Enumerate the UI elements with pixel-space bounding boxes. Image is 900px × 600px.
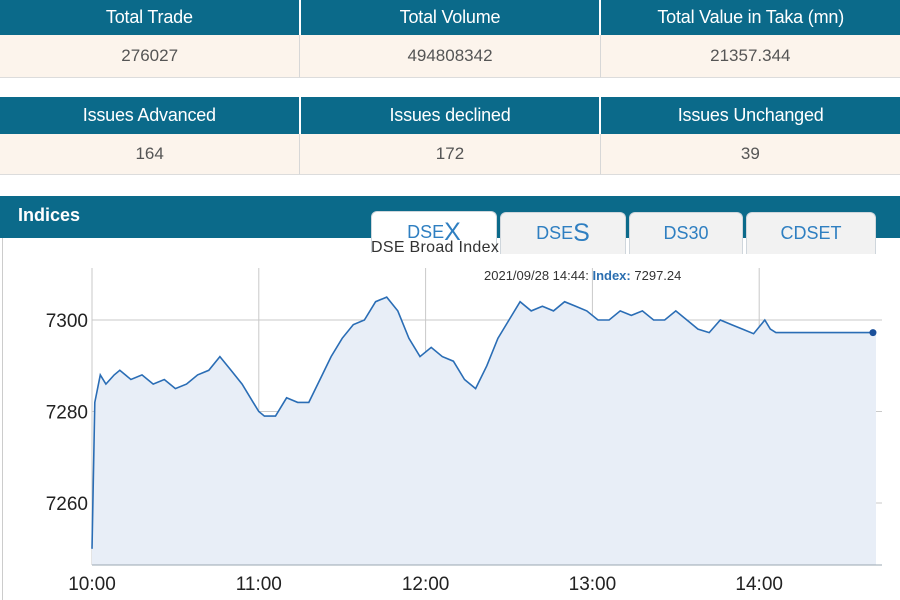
- tab-cdset[interactable]: CDSET: [746, 212, 876, 254]
- series-area: [92, 297, 876, 565]
- summary-table: Total Trade Total Volume Total Value in …: [0, 0, 900, 78]
- header-issues-declined: Issues declined: [300, 97, 602, 134]
- value-issues-declined: 172: [300, 134, 601, 175]
- value-total-value: 21357.344: [600, 35, 900, 78]
- tab-ds30-label: DS30: [663, 223, 709, 243]
- chart-frame: [2, 238, 885, 600]
- chart-title: DSE Broad Index: [371, 239, 500, 256]
- header-total-volume: Total Volume: [300, 0, 602, 35]
- tab-dses-letter: S: [573, 219, 590, 247]
- x-tick-label: 12:00: [402, 574, 450, 595]
- issues-table: Issues Advanced Issues declined Issues U…: [0, 97, 900, 175]
- tab-cdset-label: CDSET: [780, 223, 842, 243]
- series-line: [91, 296, 876, 549]
- tooltip-time: 2021/09/28 14:44:: [484, 268, 589, 283]
- indices-title: Indices: [18, 205, 81, 225]
- header-total-trade: Total Trade: [0, 0, 301, 35]
- tab-dses-label: DSE: [536, 223, 574, 243]
- tab-ds30[interactable]: DS30: [629, 212, 743, 254]
- chart-tooltip: 2021/09/28 14:44: Index: 7297.24: [484, 268, 681, 283]
- value-total-volume: 494808342: [300, 35, 601, 78]
- tooltip-value: 7297.24: [634, 268, 682, 283]
- header-issues-advanced: Issues Advanced: [0, 97, 301, 134]
- x-tick-label: 13:00: [569, 574, 617, 595]
- value-total-trade: 276027: [0, 35, 301, 78]
- tab-dsex-letter: X: [444, 218, 461, 246]
- tab-dsex[interactable]: DSE X: [371, 211, 497, 253]
- x-tick-label: 11:00: [236, 574, 282, 595]
- series-end-marker: [869, 329, 877, 337]
- y-tick-label: 7260: [46, 494, 88, 515]
- tab-dses[interactable]: DSE S: [500, 212, 626, 254]
- tooltip-label: Index:: [592, 268, 631, 283]
- value-issues-unchanged: 39: [600, 134, 900, 175]
- x-tick-label: 14:00: [735, 574, 783, 595]
- y-tick-label: 7280: [46, 403, 88, 424]
- tab-dsex-label: DSE: [407, 222, 445, 242]
- y-tick-label: 7300: [46, 311, 88, 332]
- x-tick-label: 10:00: [68, 574, 116, 595]
- header-total-value: Total Value in Taka (mn): [601, 0, 900, 35]
- value-issues-advanced: 164: [0, 134, 301, 175]
- header-issues-unchanged: Issues Unchanged: [601, 97, 900, 134]
